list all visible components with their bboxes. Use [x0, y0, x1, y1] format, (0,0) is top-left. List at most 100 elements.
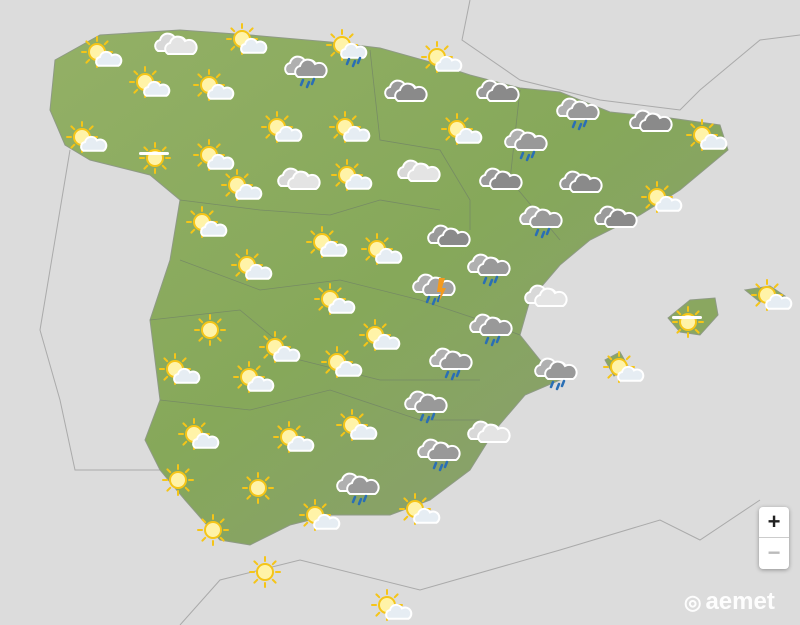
sun-cloud-weather-icon[interactable]	[331, 159, 373, 191]
cloud-icon	[477, 423, 511, 443]
cloud-weather-icon[interactable]	[397, 159, 441, 182]
sun-cloud-weather-icon[interactable]	[641, 181, 683, 213]
sun-cloud-weather-icon[interactable]	[359, 319, 401, 351]
rain-weather-icon[interactable]	[336, 472, 380, 506]
france-border	[461, 0, 800, 111]
sun-icon	[672, 306, 704, 338]
cloud-icon	[346, 475, 380, 495]
rain-weather-icon[interactable]	[556, 97, 600, 131]
cloud-weather-icon[interactable]	[467, 420, 511, 443]
cloud-weather-icon[interactable]	[524, 284, 568, 307]
rain-weather-icon[interactable]	[284, 55, 328, 89]
cloud-icon	[200, 220, 228, 237]
cloud-icon	[394, 82, 428, 102]
zoom-in-button[interactable]: +	[759, 507, 789, 538]
sun-cloud-weather-icon[interactable]	[306, 226, 348, 258]
sun-cloud-weather-icon[interactable]	[193, 69, 235, 101]
rain-icon	[534, 227, 551, 239]
africa-coast	[179, 499, 761, 625]
sun-cloud-weather-icon[interactable]	[193, 139, 235, 171]
sun-cloud-weather-icon[interactable]	[336, 409, 378, 441]
rain-weather-icon[interactable]	[467, 253, 511, 287]
haze-icon	[672, 316, 702, 319]
rain-weather-icon[interactable]	[404, 390, 448, 424]
sun-weather-icon[interactable]	[249, 556, 281, 588]
overcast-weather-icon[interactable]	[594, 205, 638, 228]
sun-icon	[242, 472, 274, 504]
rain-icon	[419, 412, 436, 424]
cloud-icon	[173, 367, 201, 384]
cloud-icon	[207, 153, 235, 170]
cloud-icon	[343, 125, 371, 142]
sun-haze-weather-icon[interactable]	[139, 142, 171, 174]
rain-icon	[425, 294, 442, 306]
sun-weather-icon[interactable]	[242, 472, 274, 504]
sun-cloud-weather-icon[interactable]	[81, 36, 123, 68]
rain-weather-icon[interactable]	[469, 313, 513, 347]
sun-cloud-weather-icon[interactable]	[186, 206, 228, 238]
cloud-icon	[414, 393, 448, 413]
rain-icon	[549, 379, 566, 391]
cloud-icon	[407, 162, 441, 182]
overcast-weather-icon[interactable]	[384, 79, 428, 102]
sun-weather-icon[interactable]	[197, 514, 229, 546]
overcast-weather-icon[interactable]	[427, 224, 471, 247]
sun-cloud-weather-icon[interactable]	[231, 249, 273, 281]
sun-cloud-weather-icon[interactable]	[226, 23, 268, 55]
cloud-icon	[765, 293, 793, 310]
overcast-weather-icon[interactable]	[559, 170, 603, 193]
sun-cloud-weather-icon[interactable]	[361, 233, 403, 265]
zoom-out-button[interactable]: −	[767, 540, 781, 565]
cloud-icon	[477, 256, 511, 276]
sun-weather-icon[interactable]	[194, 314, 226, 346]
sun-cloud-weather-icon[interactable]	[273, 421, 315, 453]
rain-icon	[299, 77, 316, 89]
rain-weather-icon[interactable]	[504, 128, 548, 162]
overcast-weather-icon[interactable]	[476, 79, 520, 102]
sun-cloud-weather-icon[interactable]	[421, 41, 463, 73]
aemet-logo-icon: ◎	[684, 591, 702, 614]
sun-cloud-weather-icon[interactable]	[66, 121, 108, 153]
sun-cloud-weather-icon[interactable]	[399, 493, 441, 525]
rain-weather-icon[interactable]	[417, 438, 461, 472]
cloud-weather-icon[interactable]	[154, 32, 198, 55]
sun-cloud-weather-icon[interactable]	[686, 119, 728, 151]
sun-cloud-weather-icon[interactable]	[261, 111, 303, 143]
sun-cloud-weather-icon[interactable]	[221, 169, 263, 201]
overcast-weather-icon[interactable]	[479, 167, 523, 190]
sun-cloud-weather-icon[interactable]	[299, 499, 341, 531]
cloud-icon	[192, 432, 220, 449]
sun-haze-weather-icon[interactable]	[672, 306, 704, 338]
cloud-icon	[655, 195, 683, 212]
rain-weather-icon[interactable]	[429, 347, 473, 381]
storm-weather-icon[interactable]	[412, 273, 456, 306]
sun-cloud-weather-icon[interactable]	[441, 113, 483, 145]
overcast-weather-icon[interactable]	[629, 109, 673, 132]
sun-cloud-weather-icon[interactable]	[178, 418, 220, 450]
sun-cloud-weather-icon[interactable]	[159, 353, 201, 385]
rain-weather-icon[interactable]	[519, 205, 563, 239]
sun-cloud-weather-icon[interactable]	[751, 279, 793, 311]
cloud-icon	[143, 80, 171, 97]
cloud-icon	[529, 208, 563, 228]
cloud-icon	[313, 513, 341, 530]
cloud-icon	[245, 263, 273, 280]
cloud-icon	[455, 127, 483, 144]
rain-weather-icon[interactable]	[534, 357, 578, 391]
cloud-icon	[340, 42, 368, 59]
sun-cloud-weather-icon[interactable]	[314, 283, 356, 315]
sun-cloud-weather-icon[interactable]	[329, 111, 371, 143]
sun-weather-icon[interactable]	[162, 464, 194, 496]
cloud-icon	[486, 82, 520, 102]
sun-cloud-weather-icon[interactable]	[371, 589, 413, 621]
sun-cloud-rain-weather-icon[interactable]	[326, 29, 368, 68]
sun-cloud-weather-icon[interactable]	[321, 346, 363, 378]
sun-cloud-weather-icon[interactable]	[259, 331, 301, 363]
sun-cloud-weather-icon[interactable]	[233, 361, 275, 393]
sun-cloud-weather-icon[interactable]	[603, 351, 645, 383]
cloud-icon	[273, 345, 301, 362]
cloud-weather-icon[interactable]	[277, 167, 321, 190]
cloud-icon	[287, 435, 315, 452]
sun-cloud-weather-icon[interactable]	[129, 66, 171, 98]
